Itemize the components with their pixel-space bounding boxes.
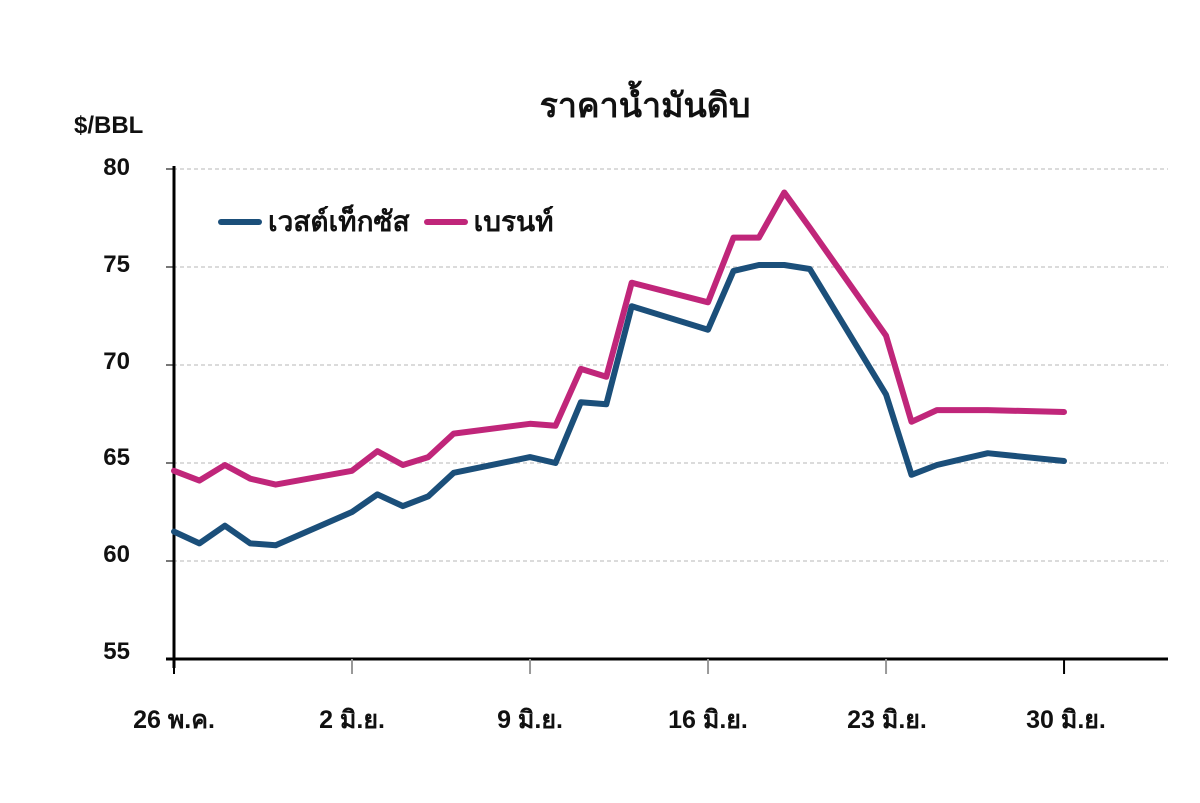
y-axis-unit-label: $/BBL — [74, 112, 144, 139]
x-axis-ticks — [173, 659, 1066, 674]
legend: เวสต์เท็กซัส เบรนท์ — [218, 200, 554, 244]
x-tick-label-1: 2 มิ.ย. — [319, 706, 385, 734]
legend-item-brent: เบรนท์ — [423, 200, 554, 244]
legend-swatch-wti — [218, 219, 262, 225]
x-tick-label-0: 26 พ.ค. — [133, 706, 215, 734]
y-tick-80: 80 — [103, 154, 130, 181]
data-series — [171, 189, 1067, 549]
y-tick-60: 60 — [103, 541, 130, 568]
chart-title: ราคาน้ำมันดิบ — [539, 87, 751, 125]
x-tick-label-2: 9 มิ.ย. — [497, 706, 563, 734]
legend-label-wti: เวสต์เท็กซัส — [268, 206, 410, 237]
y-tick-65: 65 — [103, 444, 130, 471]
brent-line — [171, 189, 1067, 488]
gridlines — [166, 168, 1168, 562]
y-tick-75: 75 — [103, 251, 130, 278]
x-tick-label-3: 16 มิ.ย. — [668, 706, 748, 734]
legend-label-brent: เบรนท์ — [473, 206, 554, 237]
y-tick-70: 70 — [103, 348, 130, 375]
x-tick-label-4: 23 มิ.ย. — [847, 706, 927, 734]
x-tick-label-5: 30 มิ.ย. — [1026, 706, 1106, 734]
y-tick-55: 55 — [103, 638, 130, 665]
legend-item-wti: เวสต์เท็กซัส — [218, 200, 410, 244]
wti-line — [171, 262, 1067, 549]
legend-swatch-brent — [423, 219, 468, 225]
